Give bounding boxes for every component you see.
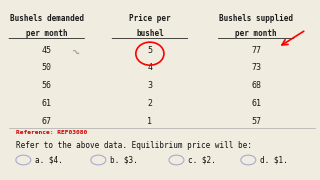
Text: c. $2.: c. $2. bbox=[188, 156, 216, 165]
Text: 1: 1 bbox=[148, 117, 152, 126]
Text: 68: 68 bbox=[251, 81, 261, 90]
Text: Bushels demanded: Bushels demanded bbox=[10, 14, 84, 23]
Text: 3: 3 bbox=[148, 81, 152, 90]
Text: 61: 61 bbox=[42, 99, 52, 108]
Text: 57: 57 bbox=[251, 117, 261, 126]
Text: 77: 77 bbox=[251, 46, 261, 55]
Text: bushel: bushel bbox=[136, 29, 164, 38]
Text: 2: 2 bbox=[148, 99, 152, 108]
Text: b. $3.: b. $3. bbox=[110, 156, 138, 165]
Text: 45: 45 bbox=[42, 46, 52, 55]
Text: 61: 61 bbox=[251, 99, 261, 108]
Text: Price per: Price per bbox=[129, 14, 171, 23]
Text: 73: 73 bbox=[251, 63, 261, 72]
Text: 5: 5 bbox=[148, 46, 152, 55]
Text: Bushels supplied: Bushels supplied bbox=[219, 14, 293, 23]
Text: 4: 4 bbox=[148, 63, 152, 72]
Text: per month: per month bbox=[26, 29, 68, 38]
Text: ~: ~ bbox=[69, 47, 82, 60]
Text: Reference: REF03080: Reference: REF03080 bbox=[16, 130, 87, 135]
Text: 50: 50 bbox=[42, 63, 52, 72]
Text: Refer to the above data. Equilibrium price will be:: Refer to the above data. Equilibrium pri… bbox=[16, 141, 252, 150]
Text: d. $1.: d. $1. bbox=[260, 156, 288, 165]
Text: 56: 56 bbox=[42, 81, 52, 90]
Text: a. $4.: a. $4. bbox=[35, 156, 63, 165]
Text: per month: per month bbox=[235, 29, 277, 38]
Text: 67: 67 bbox=[42, 117, 52, 126]
